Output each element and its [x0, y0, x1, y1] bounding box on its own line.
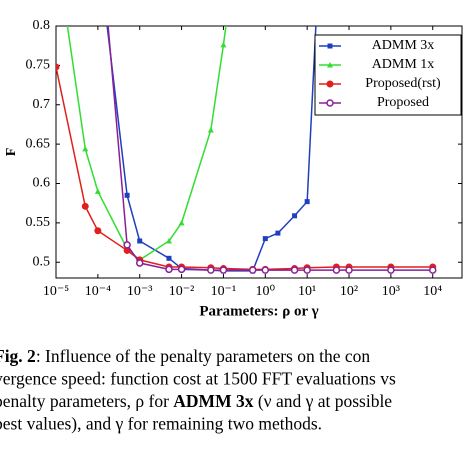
data-point — [207, 126, 214, 133]
plot-frame — [55, 25, 463, 279]
y-tick-label: 0.7 — [33, 97, 51, 112]
data-point — [178, 219, 185, 226]
x-tick-label: 10⁰ — [255, 284, 275, 299]
caption-line: best values), and γ for remaining two me… — [0, 414, 322, 434]
data-point — [261, 266, 270, 274]
data-point — [332, 266, 341, 274]
legend-box — [314, 34, 462, 116]
x-tick-label: 10⁻⁴ — [85, 284, 111, 299]
data-point — [94, 188, 101, 194]
caption-line: Fig. 2: Influence of the penalty paramet… — [0, 346, 370, 366]
caption-line: vergence speed: function cost at 1500 FF… — [0, 369, 396, 389]
legend-label: ADMM 3x — [372, 38, 435, 53]
legend-marker — [327, 62, 333, 68]
y-axis-label: F — [4, 148, 19, 157]
caption-text: vergence speed: function cost at 1500 FF… — [0, 369, 396, 389]
data-point — [290, 266, 299, 274]
x-tick-label: 10¹ — [298, 284, 316, 299]
legend-label: Proposed — [377, 95, 429, 110]
y-tick-label: 0.8 — [33, 18, 51, 33]
legend-label: ADMM 1x — [372, 57, 435, 72]
data-point — [94, 227, 102, 235]
data-point — [275, 230, 281, 236]
caption-text: (ν and γ at possible — [253, 391, 392, 411]
data-point — [135, 259, 144, 267]
x-tick-label: 10⁻¹ — [211, 284, 237, 299]
data-point — [165, 237, 172, 244]
x-tick-label: 10⁴ — [423, 284, 442, 299]
x-tick-label: 10³ — [382, 284, 400, 299]
y-tick-label: 0.75 — [26, 58, 51, 73]
x-tick-label: 10⁻² — [169, 284, 195, 299]
caption-text: penalty parameters, ρ for — [0, 391, 173, 411]
data-point — [81, 202, 89, 210]
data-point — [137, 238, 143, 244]
data-point — [165, 265, 173, 274]
data-point — [124, 192, 130, 198]
legend-label: Proposed(rst) — [365, 76, 441, 91]
data-point — [303, 266, 311, 274]
y-tick-label: 0.5 — [33, 254, 51, 269]
caption-text: Fig. 2 — [0, 346, 36, 366]
x-axis-label: Parameters: ρ or γ — [199, 303, 318, 319]
data-point — [123, 241, 131, 249]
data-point — [262, 236, 268, 242]
data-point — [248, 266, 257, 274]
y-tick-label: 0.6 — [33, 176, 51, 191]
data-point — [82, 145, 89, 152]
legend-marker — [327, 43, 333, 49]
data-point — [428, 266, 437, 274]
caption-text: best values), and γ for remaining two me… — [0, 414, 322, 434]
x-tick-label: 10² — [340, 284, 358, 299]
data-point — [177, 265, 186, 274]
x-tick-label: 10⁻⁵ — [43, 284, 69, 299]
data-point — [220, 41, 227, 48]
y-tick-label: 0.65 — [26, 136, 51, 151]
caption-line: penalty parameters, ρ for ADMM 3x (ν and… — [0, 391, 392, 411]
legend-marker — [326, 99, 334, 107]
data-point — [207, 266, 215, 274]
x-tick-label: 10⁻³ — [127, 284, 153, 299]
data-point — [292, 213, 298, 219]
caption-text: : Influence of the penalty parameters on… — [36, 346, 371, 366]
data-point — [56, 63, 60, 71]
series-line — [66, 26, 227, 261]
data-point — [345, 266, 353, 274]
data-point — [166, 255, 172, 261]
caption-text: ADMM 3x — [173, 391, 253, 411]
legend-marker — [326, 80, 334, 88]
data-point — [304, 199, 310, 205]
data-point — [387, 266, 395, 274]
plot-area — [56, 26, 437, 274]
data-point — [219, 266, 228, 274]
y-tick-label: 0.55 — [26, 215, 51, 230]
